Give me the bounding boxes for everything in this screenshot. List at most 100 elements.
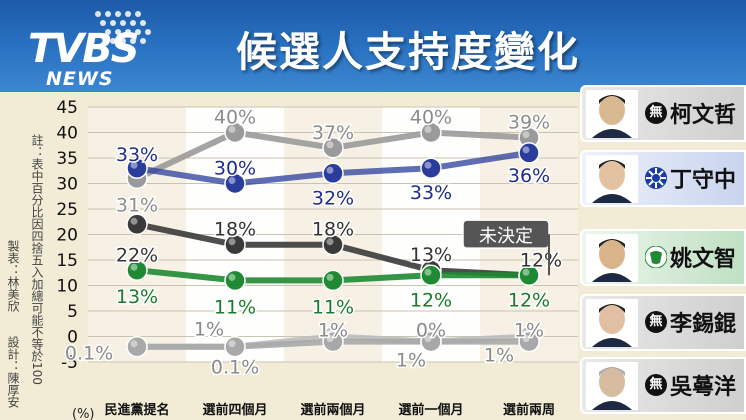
data-point <box>322 330 344 353</box>
line-chart: -5 0 5 10 15 20 25 30 35 40 45 (%) 民進黨提名 選前四個月 選前兩個月 選… <box>56 98 578 420</box>
data-point <box>322 233 344 256</box>
data-point <box>322 162 344 185</box>
party-badge-text: 無 <box>649 105 663 120</box>
data-point-highlight <box>130 263 138 271</box>
data-label: 1% <box>396 350 426 372</box>
data-label: 37% <box>312 122 354 144</box>
y-tick-label: 25 <box>56 200 78 220</box>
y-tick-label: -5 <box>61 353 78 373</box>
portrait-icon <box>586 362 638 410</box>
data-label: 32% <box>312 187 354 209</box>
data-label: 1% <box>484 345 514 367</box>
data-point-highlight <box>130 217 138 225</box>
candidate-name: 李錫錕 <box>670 312 737 337</box>
footnote: 註：表中百分比因四捨五入加總可能不等於100 <box>30 134 44 385</box>
data-point-highlight <box>228 177 236 184</box>
x-category-label: 選前四個月 <box>202 402 267 418</box>
data-label: 18% <box>214 219 256 241</box>
data-label: 40% <box>410 107 452 129</box>
data-point-highlight <box>424 335 432 343</box>
data-label: 33% <box>410 182 452 204</box>
y-tick-label: 20 <box>56 226 78 246</box>
data-label: 22% <box>116 244 158 266</box>
data-point-highlight <box>522 131 530 139</box>
y-tick-label: 35 <box>56 149 78 169</box>
data-point <box>420 157 442 179</box>
data-point <box>224 172 246 195</box>
data-label: 0.1% <box>211 357 259 379</box>
data-label: 31% <box>116 194 158 216</box>
data-label: 33% <box>116 144 158 166</box>
candidate-photo <box>586 299 638 347</box>
candidate-card: 無柯文哲 <box>580 85 746 142</box>
data-point-highlight <box>228 238 236 246</box>
data-label: 13% <box>116 286 158 308</box>
candidate-name: 姚文智 <box>670 247 737 272</box>
candidate-name: 吳蕚洋 <box>670 375 737 400</box>
y-tick-label: 30 <box>56 175 78 195</box>
dpp-badge-icon <box>644 245 668 269</box>
wu-badge-icon: 無 <box>645 102 667 124</box>
x-category-label: 選前兩個月 <box>300 402 365 418</box>
data-label: 12% <box>508 289 550 311</box>
data-label: 11% <box>312 296 354 318</box>
logo-tvbs-text: TVBS <box>28 26 140 72</box>
data-point-highlight <box>130 161 138 169</box>
data-point <box>420 121 442 144</box>
data-point-highlight <box>522 146 530 154</box>
portrait-icon <box>586 90 638 138</box>
undecided-callout-label: 未決定 <box>479 226 533 247</box>
data-label: 36% <box>508 165 550 187</box>
portrait-icon <box>586 299 638 347</box>
data-point-highlight <box>424 161 432 169</box>
data-point-highlight <box>130 340 138 348</box>
data-label: 11% <box>214 296 256 318</box>
data-label: 1% <box>194 319 224 341</box>
portrait-icon <box>586 155 638 203</box>
candidate-card: 姚文智 <box>580 229 746 286</box>
kmt-sun-badge-icon <box>645 167 667 189</box>
data-point <box>126 157 148 179</box>
data-label: 0% <box>416 320 446 342</box>
data-point <box>224 269 246 292</box>
data-label: 39% <box>508 112 550 134</box>
data-point <box>322 269 344 292</box>
y-tick-label: 45 <box>56 98 78 118</box>
logo-dots-icon <box>95 11 151 44</box>
data-point <box>126 213 148 236</box>
page-title: 候選人支持度變化 <box>236 28 580 76</box>
data-label: 40% <box>214 107 256 129</box>
data-point <box>224 233 246 256</box>
data-point <box>224 121 246 144</box>
x-category-label: 選前一個月 <box>398 402 463 418</box>
data-label: 30% <box>214 158 256 180</box>
data-point <box>518 330 540 353</box>
header-banner: TVBS NEWS 候選人支持度變化 <box>0 0 746 92</box>
wu-badge-icon: 無 <box>645 374 667 396</box>
wu-badge-icon: 無 <box>645 311 667 333</box>
candidate-photo <box>586 234 638 282</box>
y-tick-label: 40 <box>56 124 78 144</box>
y-unit-label: (%) <box>72 407 95 420</box>
data-point-highlight <box>326 273 334 281</box>
portrait-icon <box>586 234 638 282</box>
data-point <box>420 330 442 353</box>
logo-news-text: NEWS <box>46 68 114 90</box>
x-category-label: 選前兩周 <box>503 402 555 418</box>
data-point-highlight <box>228 340 236 348</box>
data-point <box>224 335 246 358</box>
data-label: 12% <box>520 249 562 271</box>
data-point <box>126 335 148 358</box>
data-label: 18% <box>312 219 354 241</box>
candidate-photo <box>586 362 638 410</box>
data-point-highlight <box>228 126 236 133</box>
data-point <box>420 264 442 287</box>
candidate-name: 柯文哲 <box>670 103 737 128</box>
designer-credit: 設計：陳厚安 <box>6 336 20 408</box>
candidate-photo <box>586 155 638 203</box>
data-label: 0.1% <box>65 343 113 365</box>
data-label: 1% <box>318 320 348 342</box>
candidate-photo <box>586 90 638 138</box>
data-point <box>126 259 148 281</box>
producer-credit: 製表：林美欣 <box>6 240 20 312</box>
